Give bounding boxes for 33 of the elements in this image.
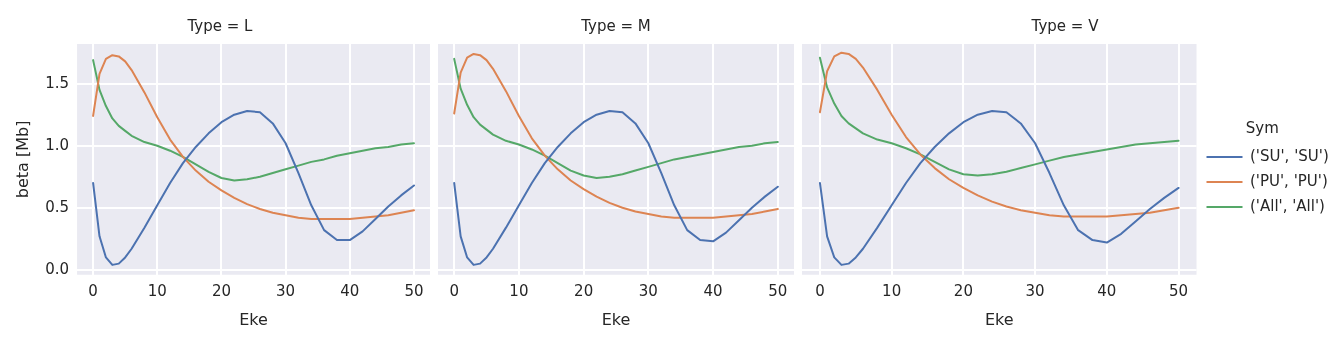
x-tick-label: 20: [211, 281, 231, 300]
x-axis-title: Eke: [984, 309, 1014, 329]
x-tick-label: 30: [276, 281, 296, 300]
y-tick-label: 0.0: [45, 259, 70, 278]
x-tick-label: 10: [882, 281, 902, 300]
x-tick-label: 0: [815, 281, 825, 300]
legend-title: Sym: [1245, 118, 1279, 137]
legend-label: ('SU', 'SU'): [1250, 146, 1329, 165]
x-tick-label: 20: [953, 281, 973, 300]
x-tick-label: 10: [147, 281, 167, 300]
chart-title: Type = V: [1030, 16, 1100, 35]
x-tick-label: 30: [638, 281, 658, 300]
x-tick-label: 40: [340, 281, 360, 300]
y-tick-label: 0.5: [45, 197, 70, 216]
x-tick-label: 30: [1025, 281, 1045, 300]
y-axis-title: beta [Mb]: [12, 120, 32, 199]
x-tick-label: 40: [1097, 281, 1117, 300]
x-tick-label: 50: [404, 281, 424, 300]
y-tick-label: 1.5: [45, 73, 70, 92]
x-tick-label: 0: [449, 281, 459, 300]
x-tick-label: 50: [1169, 281, 1189, 300]
x-axis-title: Eke: [601, 309, 631, 329]
legend-label: ('All', 'All'): [1250, 196, 1325, 215]
x-tick-label: 50: [768, 281, 788, 300]
chart-title: Type = L: [186, 16, 254, 35]
x-tick-label: 10: [509, 281, 529, 300]
chart-title: Type = M: [580, 16, 651, 35]
x-tick-label: 0: [88, 281, 98, 300]
y-tick-label: 1.0: [45, 135, 70, 154]
legend-label: ('PU', 'PU'): [1250, 171, 1328, 190]
x-tick-label: 20: [574, 281, 594, 300]
x-axis-title: Eke: [239, 309, 268, 329]
x-tick-label: 40: [703, 281, 723, 300]
